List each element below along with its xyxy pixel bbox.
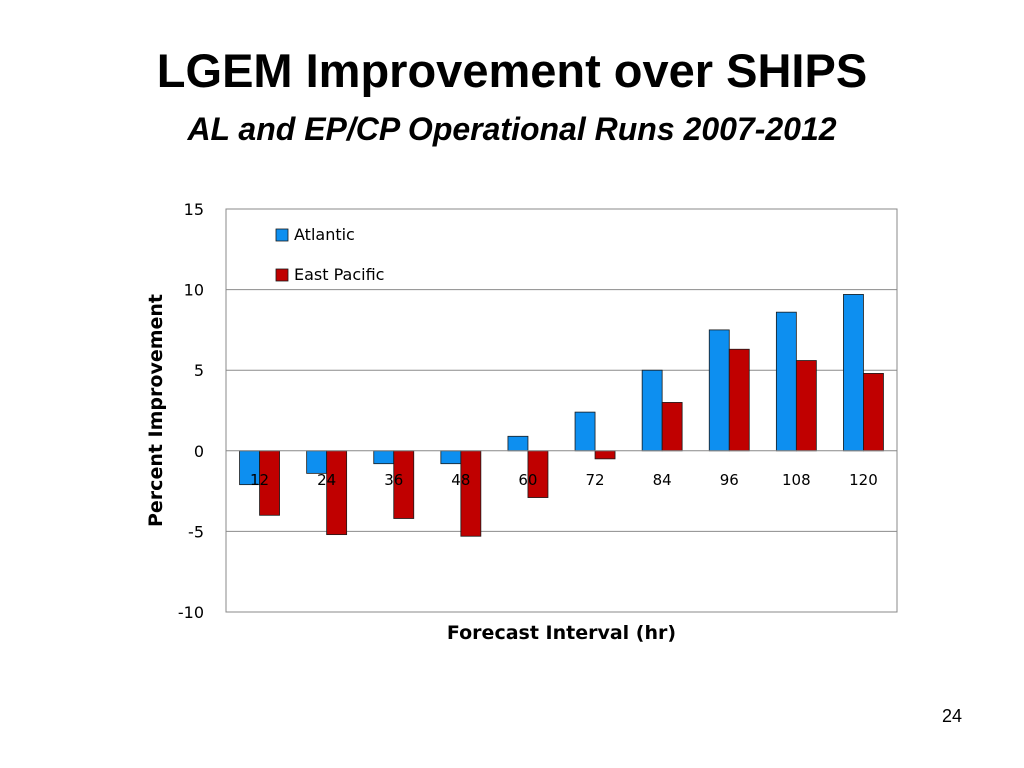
bar-east-pacific-24 (326, 450, 348, 536)
bar-atlantic-60 (507, 435, 529, 452)
y-tick-labels: 15 10 5 0 -5 -10 (178, 200, 204, 622)
y-tick-label: -5 (188, 522, 204, 541)
bar-atlantic-96 (708, 329, 730, 452)
slide-title: LGEM Improvement over SHIPS (156, 44, 868, 97)
bar-east-pacific-48 (460, 450, 482, 537)
x-category-label: 108 (782, 471, 811, 489)
bar-atlantic-72 (574, 411, 596, 452)
bar-east-pacific-96 (728, 348, 750, 452)
legend-label: Atlantic (294, 225, 355, 244)
bar-east-pacific-72 (594, 450, 616, 460)
bar-atlantic-84 (641, 369, 663, 452)
x-category-label: 36 (384, 471, 403, 489)
bar-atlantic-108 (775, 311, 797, 452)
slide-subtitle: AL and EP/CP Operational Runs 2007-2012 (187, 111, 837, 147)
bars (239, 294, 884, 537)
y-tick-label: 0 (194, 442, 204, 461)
bar-atlantic-36 (373, 450, 395, 465)
y-tick-label: -10 (178, 603, 204, 622)
x-axis-title: Forecast Interval (hr) (447, 622, 676, 644)
page-number: 24 (941, 706, 962, 726)
bar-atlantic-120 (843, 294, 864, 452)
plot-area-frame (225, 208, 898, 613)
legend-label: East Pacific (294, 265, 384, 284)
y-tick-label: 10 (184, 281, 204, 300)
legend: Atlantic East Pacific (275, 225, 384, 284)
bar-east-pacific-108 (795, 360, 817, 452)
x-category-labels: 12 24 36 48 60 72 84 96 108 120 (250, 471, 878, 489)
x-category-label: 48 (451, 471, 470, 489)
bar-east-pacific-84 (661, 402, 683, 452)
bar-atlantic-48 (440, 450, 462, 465)
x-category-label: 72 (586, 471, 605, 489)
x-category-label: 12 (250, 471, 269, 489)
x-category-label: 96 (720, 471, 739, 489)
y-tick-label: 5 (194, 361, 204, 380)
legend-swatch-atlantic (275, 228, 289, 242)
x-category-label: 60 (518, 471, 537, 489)
y-axis-title: Percent Improvement (145, 294, 167, 527)
bar-east-pacific-120 (863, 373, 884, 452)
y-tick-label: 15 (184, 200, 204, 219)
legend-swatch-east-pacific (275, 268, 289, 282)
x-category-label: 120 (849, 471, 878, 489)
x-category-label: 24 (317, 471, 336, 489)
x-category-label: 84 (653, 471, 672, 489)
